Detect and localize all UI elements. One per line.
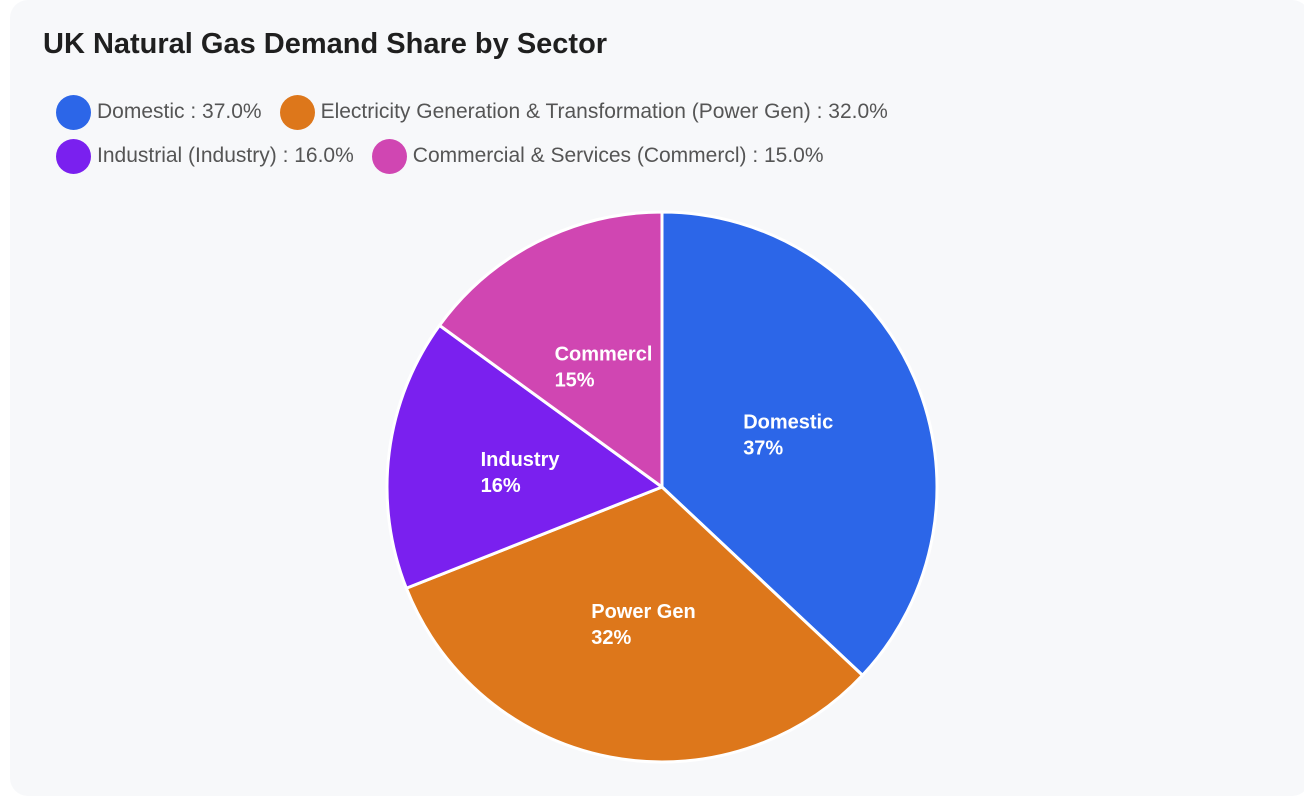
slice-label-power-gen: Power Gen <box>591 601 695 623</box>
pie-slice-domestic[interactable] <box>660 210 939 677</box>
slice-pct-power-gen: 32% <box>591 627 631 649</box>
legend-label-commercl: Commercial & Services (Commercl) : 15.0% <box>412 144 824 167</box>
slice-label-domestic: Domestic <box>743 411 833 433</box>
legend-item-industry[interactable]: Industrial (Industry) : 16.0% <box>56 138 354 174</box>
legend-item-domestic[interactable]: Domestic : 37.0% <box>56 94 262 130</box>
chart-legend: Domestic : 37.0% Electricity Generation … <box>56 90 1056 178</box>
legend-swatch-domestic <box>56 94 91 130</box>
legend-swatch-commercl <box>371 138 407 174</box>
pie-slice-power-gen[interactable] <box>404 485 864 764</box>
chart-title: UK Natural Gas Demand Share by Sector <box>43 28 608 60</box>
slice-pct-domestic: 37% <box>743 437 783 459</box>
legend-label-industry: Industrial (Industry) : 16.0% <box>97 144 354 167</box>
legend-row-1: Domestic : 37.0% Electricity Generation … <box>56 90 1056 134</box>
legend-row-2: Industrial (Industry) : 16.0% Commercial… <box>56 134 1056 178</box>
slice-label-commercl: Commercl <box>555 343 653 365</box>
legend-item-power-gen[interactable]: Electricity Generation & Transformation … <box>279 94 888 130</box>
legend-item-commercl[interactable]: Commercial & Services (Commercl) : 15.0% <box>371 138 824 174</box>
legend-label-domestic: Domestic : 37.0% <box>97 100 262 123</box>
pie-slice-industry[interactable] <box>385 323 664 590</box>
legend-swatch-industry <box>56 138 91 174</box>
slice-label-industry: Industry <box>481 449 561 471</box>
pie-slice-commercl[interactable] <box>438 210 664 489</box>
slice-pct-industry: 16% <box>481 475 521 497</box>
legend-label-power-gen: Electricity Generation & Transformation … <box>320 100 888 123</box>
legend-swatch-power-gen <box>279 94 315 130</box>
slice-pct-commercl: 15% <box>555 369 595 391</box>
